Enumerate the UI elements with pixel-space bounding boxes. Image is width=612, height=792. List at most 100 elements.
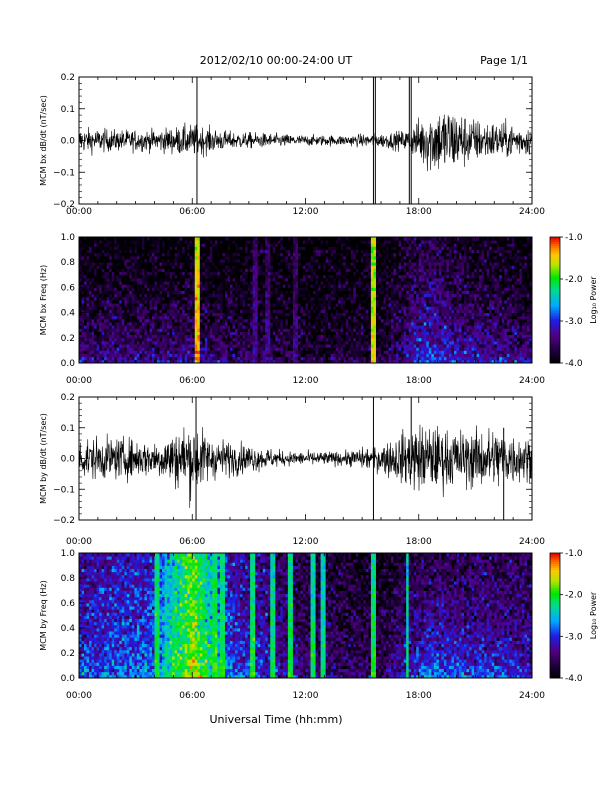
spectrogram-cell (258, 313, 261, 317)
spectrogram-cell (361, 303, 364, 307)
spectrogram-cell (311, 344, 314, 348)
spectrogram-cell (270, 338, 273, 342)
spectrogram-cell (147, 265, 150, 269)
spectrogram-cell (82, 338, 85, 342)
spectrogram-cell (353, 309, 356, 313)
spectrogram-cell (187, 253, 190, 257)
spectrogram-cell (200, 328, 203, 332)
spectrogram-cell (220, 322, 223, 326)
spectrogram-cell (197, 309, 200, 313)
spectrogram-cell (170, 309, 173, 313)
spectrogram-cell (122, 316, 125, 320)
spectrogram-cell (162, 237, 165, 241)
spectrogram-cell (268, 253, 271, 257)
spectrogram-cell (89, 313, 92, 317)
spectrogram-cell (167, 240, 170, 244)
spectrogram-cell (217, 350, 220, 354)
spectrogram-cell (253, 313, 256, 317)
spectrogram-cell (285, 335, 288, 339)
spectrogram-cell (293, 291, 296, 295)
spectrogram-cell (348, 338, 351, 342)
spectrogram-cell (238, 275, 241, 279)
spectrogram-cell (280, 291, 283, 295)
spectrogram-cell (142, 341, 145, 345)
spectrogram-cell (212, 306, 215, 310)
spectrogram-cell (167, 250, 170, 254)
spectrogram-cell (268, 262, 271, 266)
spectrogram-cell (197, 284, 200, 288)
spectrogram-cell (333, 240, 336, 244)
spectrogram-cell (371, 347, 374, 351)
spectrogram-cell (338, 309, 341, 313)
spectrogram-cell (378, 313, 381, 317)
spectrogram-cell (122, 354, 125, 358)
spectrogram-cell (308, 262, 311, 266)
spectrogram-cell (288, 300, 291, 304)
spectrogram-cell (170, 350, 173, 354)
spectrogram-cell (263, 328, 266, 332)
spectrogram-cell (341, 281, 344, 285)
spectrogram-cell (313, 265, 316, 269)
spectrogram-cell (119, 332, 122, 336)
spectrogram-cell (368, 259, 371, 263)
spectrogram-cell (170, 335, 173, 339)
spectrogram-cell (192, 335, 195, 339)
spectrogram-cell (283, 262, 286, 266)
spectrogram-cell (215, 325, 218, 329)
spectrogram-cell (248, 278, 251, 282)
spectrogram-cell (368, 278, 371, 282)
spectrogram-cell (195, 272, 198, 276)
spectrogram-cell (358, 284, 361, 288)
spectrogram-cell (175, 250, 178, 254)
spectrogram-cell (114, 322, 117, 326)
spectrogram-cell (107, 265, 110, 269)
spectrogram-cell (336, 250, 339, 254)
spectrogram-cell (170, 338, 173, 342)
spectrogram-cell (170, 262, 173, 266)
spectrogram-cell (343, 243, 346, 247)
spectrogram-cell (265, 300, 268, 304)
spectrogram-cell (300, 344, 303, 348)
spectrogram-cell (356, 357, 359, 361)
spectrogram-cell (197, 319, 200, 323)
spectrogram-cell (202, 269, 205, 273)
spectrogram-cell (331, 262, 334, 266)
spectrogram-cell (326, 347, 329, 351)
spectrogram-cell (273, 350, 276, 354)
spectrogram-cell (326, 243, 329, 247)
spectrogram-cell (155, 253, 158, 257)
spectrogram-cell (134, 240, 137, 244)
spectrogram-cell (333, 319, 336, 323)
spectrogram-cell (303, 262, 306, 266)
spectrogram-cell (142, 278, 145, 282)
spectrogram-cell (160, 341, 163, 345)
spectrogram-cell (363, 272, 366, 276)
spectrogram-cell (290, 341, 293, 345)
spectrogram-cell (321, 300, 324, 304)
spectrogram-cell (348, 354, 351, 358)
spectrogram-cell (356, 243, 359, 247)
spectrogram-cell (245, 287, 248, 291)
spectrogram-cell (290, 300, 293, 304)
spectrogram-cell (235, 322, 238, 326)
spectrogram-cell (336, 259, 339, 263)
spectrogram-cell (122, 338, 125, 342)
spectrogram-cell (102, 354, 105, 358)
spectrogram-cell (182, 357, 185, 361)
spectrogram-cell (333, 309, 336, 313)
spectrogram-cell (273, 253, 276, 257)
spectrogram-cell (346, 269, 349, 273)
spectrogram-cell (378, 309, 381, 313)
spectrogram-cell (270, 303, 273, 307)
spectrogram-cell (270, 237, 273, 241)
spectrogram-cell (207, 278, 210, 282)
spectrogram-cell (132, 265, 135, 269)
spectrogram-cell (283, 269, 286, 273)
spectrogram-cell (177, 328, 180, 332)
spectrogram-cell (197, 354, 200, 358)
spectrogram-cell (288, 357, 291, 361)
spectrogram-cell (225, 278, 228, 282)
spectrogram-cell (338, 237, 341, 241)
spectrogram-cell (167, 332, 170, 336)
spectrogram-cell (84, 347, 87, 351)
